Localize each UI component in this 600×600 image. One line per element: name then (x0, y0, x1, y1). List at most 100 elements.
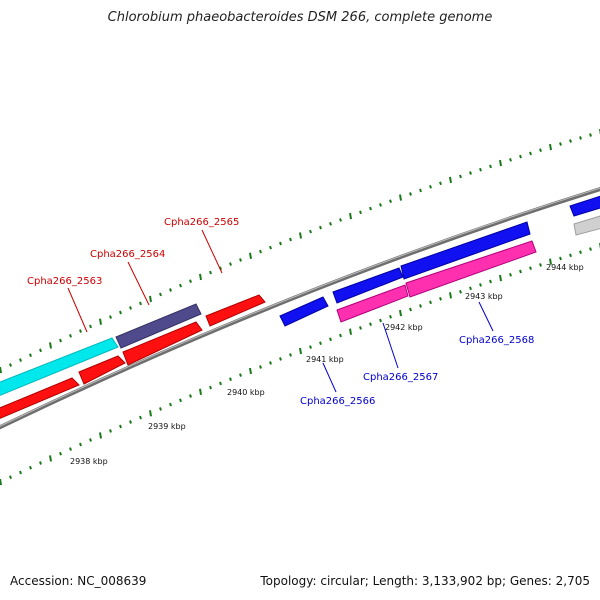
outer-tick-mark (269, 245, 272, 250)
gene-blue-upper-2[interactable] (400, 221, 531, 280)
inner-tick-mark (139, 415, 142, 420)
outer-tick-mark (209, 270, 212, 275)
outer-tick-mark (309, 229, 312, 234)
genome-backbone (0, 187, 600, 430)
inner-tick-mark (309, 345, 312, 349)
leader-2563 (67, 287, 88, 333)
gene-blue-edge[interactable] (569, 193, 600, 217)
inner-tick-mark (179, 398, 182, 403)
inner-tick-mark (569, 253, 572, 258)
inner-tick-mark (109, 429, 112, 433)
scale-label-2941: 2941 kbp (306, 355, 344, 364)
outer-tick-mark (499, 159, 502, 167)
outer-tick-mark (119, 310, 122, 315)
outer-tick-mark (429, 184, 432, 189)
inner-tick-row (0, 243, 600, 486)
gene-label-2564[interactable]: Cpha266_2564 (90, 249, 165, 260)
outer-tick-mark (29, 353, 32, 358)
outer-tick-mark (79, 329, 82, 333)
outer-tick-mark (0, 366, 2, 374)
gene-cpha266-2563-cyan[interactable] (0, 337, 119, 400)
outer-tick-mark (169, 288, 172, 292)
outer-tick-mark (39, 348, 42, 353)
outer-tick-mark (329, 221, 332, 226)
gene-cpha266-2566-arrow[interactable] (279, 296, 329, 327)
inner-tick-mark (189, 394, 192, 398)
outer-tick-mark (59, 338, 62, 343)
gene-cpha266-2567-pink[interactable] (336, 284, 409, 323)
outer-tick-mark (289, 237, 292, 242)
outer-tick-mark (409, 192, 412, 196)
inner-tick-mark (249, 367, 252, 375)
inner-tick-mark (69, 447, 72, 451)
inner-tick-mark (199, 388, 202, 395)
inner-tick-mark (219, 381, 222, 386)
gene-label-2563[interactable]: Cpha266_2563 (27, 276, 102, 287)
scale-label-2938: 2938 kbp (70, 457, 108, 466)
outer-tick-mark (89, 324, 92, 329)
outer-tick-mark (379, 203, 382, 207)
outer-tick-mark (399, 194, 402, 201)
inner-tick-mark (399, 309, 402, 317)
gene-label-2565[interactable]: Cpha266_2565 (164, 217, 239, 228)
outer-tick-mark (139, 301, 142, 306)
leader-2567 (382, 322, 399, 369)
outer-tick-mark (549, 143, 552, 151)
inner-tick-mark (379, 318, 382, 323)
outer-tick-mark (69, 333, 72, 338)
inner-tick-mark (539, 263, 542, 267)
outer-tick-mark (319, 225, 322, 230)
leader-2564 (127, 261, 150, 306)
inner-tick-mark (459, 289, 462, 294)
gene-grey-edge[interactable] (573, 213, 600, 236)
outer-tick-mark (49, 342, 52, 349)
inner-tick-mark (259, 365, 262, 369)
gene-label-2568[interactable]: Cpha266_2568 (459, 335, 534, 346)
inner-tick-mark (239, 373, 242, 377)
inner-tick-mark (579, 250, 582, 255)
reverse-strand-track (279, 193, 600, 327)
outer-tick-mark (359, 210, 362, 215)
inner-tick-mark (389, 314, 392, 319)
outer-tick-mark (179, 283, 182, 288)
gene-cpha266-2568-pink[interactable] (405, 240, 537, 298)
gene-forward-lower-red-2[interactable] (78, 355, 126, 385)
gene-forward-lower-red-3[interactable] (122, 321, 203, 366)
outer-tick-mark (509, 157, 512, 162)
inner-tick-mark (359, 326, 362, 330)
outer-tick-row (0, 129, 600, 374)
inner-tick-mark (499, 274, 502, 282)
gene-cpha266-2565-arrow[interactable] (205, 294, 266, 327)
outer-tick-mark (149, 295, 152, 303)
gene-blue-upper-1[interactable] (332, 267, 404, 304)
gene-label-2566[interactable]: Cpha266_2566 (300, 396, 375, 407)
inner-tick-mark (329, 337, 332, 342)
outer-tick-mark (279, 241, 282, 246)
inner-tick-mark (79, 442, 82, 447)
outer-tick-mark (99, 318, 102, 325)
inner-tick-mark (29, 465, 32, 470)
outer-tick-mark (229, 262, 232, 266)
gene-label-2567[interactable]: Cpha266_2567 (363, 372, 438, 383)
outer-tick-mark (189, 279, 192, 284)
inner-tick-mark (479, 283, 482, 287)
outer-tick-mark (129, 306, 132, 310)
inner-tick-mark (419, 304, 422, 308)
gene-cpha266-2564-slate[interactable] (115, 303, 202, 349)
forward-strand-track (0, 294, 266, 423)
outer-tick-mark (299, 232, 302, 239)
outer-tick-mark (249, 252, 252, 259)
scale-label-2943: 2943 kbp (465, 292, 503, 301)
inner-tick-mark (39, 461, 42, 465)
outer-tick-mark (339, 218, 342, 222)
gene-forward-lower-red-1[interactable] (0, 377, 80, 423)
inner-tick-mark (299, 347, 302, 355)
inner-tick-mark (409, 307, 412, 312)
outer-tick-mark (479, 167, 482, 172)
outer-tick-mark (369, 206, 372, 211)
inner-tick-mark (169, 402, 172, 407)
outer-tick-mark (199, 273, 202, 281)
outer-tick-mark (579, 136, 582, 140)
inner-tick-mark (519, 269, 522, 274)
